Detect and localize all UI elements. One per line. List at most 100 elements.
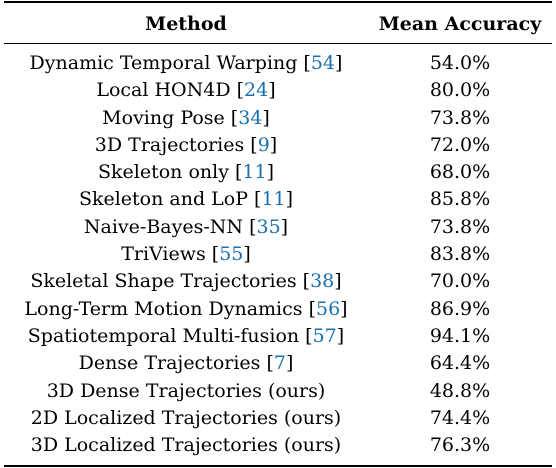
method-name: 3D Trajectories: [94, 133, 245, 156]
method-cell: Skeletal Shape Trajectories [38]: [4, 268, 368, 295]
table-row: TriViews [55] 83.8%: [0, 241, 556, 268]
citation-open-bracket: [: [296, 270, 311, 293]
citation-link[interactable]: 55: [219, 243, 244, 266]
citation-close-bracket: ]: [262, 106, 270, 129]
accuracy-cell: 73.8%: [429, 215, 491, 238]
accuracy-cell: 64.4%: [429, 352, 491, 375]
citation-close-bracket: ]: [266, 161, 274, 184]
citation-link[interactable]: 38: [310, 270, 335, 293]
method-name: 3D Localized Trajectories (ours): [30, 434, 342, 457]
accuracy-cell: 72.0%: [429, 133, 491, 156]
method-column-header: Method: [145, 13, 227, 35]
citation-link[interactable]: 24: [244, 79, 269, 102]
table-row: Naive-Bayes-NN [35] 73.8%: [0, 214, 556, 241]
citation-link[interactable]: 11: [261, 188, 286, 211]
citation-close-bracket: ]: [340, 297, 348, 320]
citation-link[interactable]: 11: [242, 161, 267, 184]
method-cell: Skeleton only [11]: [4, 159, 368, 186]
accuracy-cell: 76.3%: [429, 434, 491, 457]
accuracy-cell: 86.9%: [429, 297, 491, 320]
table-row: Long-Term Motion Dynamics [56] 86.9%: [0, 296, 556, 323]
accuracy-cell: 74.4%: [429, 406, 491, 429]
accuracy-cell: 83.8%: [429, 243, 491, 266]
citation-open-bracket: [: [299, 324, 313, 347]
accuracy-column-header: Mean Accuracy: [378, 13, 542, 35]
method-name: Dynamic Temporal Warping: [29, 52, 298, 74]
table-row: Skeleton only [11] 68.0%: [0, 159, 556, 186]
method-cell: Naive-Bayes-NN [35]: [4, 214, 368, 241]
citation-open-bracket: [: [228, 161, 243, 184]
citation-link[interactable]: 56: [315, 297, 341, 320]
citation-close-bracket: ]: [243, 243, 251, 266]
citation-open-bracket: [: [260, 352, 274, 375]
citation-close-bracket: ]: [334, 270, 342, 293]
citation-link[interactable]: 9: [257, 133, 270, 156]
citation-close-bracket: ]: [269, 133, 278, 156]
citation-close-bracket: ]: [285, 188, 294, 211]
table-row: Spatiotemporal Multi-fusion [57] 94.1%: [0, 323, 556, 350]
method-cell: Dynamic Temporal Warping [54]: [4, 50, 368, 77]
table-row: 3D Trajectories [9] 72.0%: [0, 132, 556, 159]
method-name: Skeletal Shape Trajectories: [30, 270, 297, 293]
method-cell: Dense Trajectories [7]: [4, 350, 368, 377]
header-rule: [4, 43, 552, 44]
accuracy-cell: 80.0%: [429, 79, 491, 102]
table-row: Skeletal Shape Trajectories [38] 70.0%: [0, 268, 556, 295]
citation-open-bracket: [: [244, 133, 258, 156]
accuracy-cell: 70.0%: [429, 270, 491, 293]
method-name: Skeleton and LoP: [78, 188, 248, 211]
citation-open-bracket: [: [224, 106, 239, 129]
table-row: Skeleton and LoP [11] 85.8%: [0, 186, 556, 213]
citation-link[interactable]: 54: [310, 52, 336, 74]
table-body: Dynamic Temporal Warping [54] 54.0% Local …: [0, 50, 556, 459]
method-cell: 2D Localized Trajectories (ours): [4, 405, 368, 432]
citation-open-bracket: [: [243, 215, 257, 238]
method-name: Spatiotemporal Multi-fusion: [27, 324, 300, 347]
method-cell: Long-Term Motion Dynamics [56]: [4, 296, 368, 323]
method-name: Naive-Bayes-NN: [83, 215, 244, 238]
table-row: Moving Pose [34] 73.8%: [0, 105, 556, 132]
citation-close-bracket: ]: [335, 52, 343, 74]
method-cell: 3D Trajectories [9]: [4, 132, 368, 159]
citation-close-bracket: ]: [280, 215, 289, 238]
method-cell: TriViews [55]: [4, 241, 368, 268]
table-row: Local HON4D [24] 80.0%: [0, 77, 556, 104]
citation-open-bracket: [: [205, 243, 220, 266]
citation-link[interactable]: 34: [238, 106, 263, 129]
accuracy-cell: 54.0%: [429, 52, 491, 74]
method-name: Local HON4D: [96, 79, 231, 102]
method-name: 2D Localized Trajectories (ours): [30, 406, 342, 429]
citation-link[interactable]: 35: [256, 215, 281, 238]
citation-close-bracket: ]: [285, 352, 294, 375]
method-cell: 3D Localized Trajectories (ours): [4, 432, 368, 459]
accuracy-cell: 85.8%: [429, 188, 491, 211]
citation-open-bracket: [: [297, 52, 311, 74]
citation-open-bracket: [: [230, 79, 245, 102]
method-name: Dense Trajectories: [78, 352, 261, 375]
top-rule: [4, 1, 552, 3]
table-row: Dense Trajectories [7] 64.4%: [0, 350, 556, 377]
citation-link[interactable]: 57: [312, 324, 337, 347]
method-cell: Skeleton and LoP [11]: [4, 186, 368, 213]
method-cell: 3D Dense Trajectories (ours): [4, 378, 368, 405]
method-name: Long-Term Motion Dynamics: [24, 297, 303, 320]
accuracy-cell: 73.8%: [429, 106, 491, 129]
table-header: Method Mean Accuracy: [0, 7, 556, 41]
table-row: 2D Localized Trajectories (ours) 74.4%: [0, 405, 556, 432]
method-name: TriViews: [121, 243, 206, 266]
bottom-rule: [4, 465, 552, 467]
method-name: 3D Dense Trajectories (ours): [46, 379, 326, 402]
citation-open-bracket: [: [248, 188, 262, 211]
method-name: Moving Pose: [102, 106, 225, 129]
citation-link[interactable]: 7: [273, 352, 286, 375]
accuracy-cell: 94.1%: [429, 324, 491, 347]
table-row: 3D Localized Trajectories (ours) 76.3%: [0, 432, 556, 459]
table-row: Dynamic Temporal Warping [54] 54.0%: [0, 50, 556, 77]
method-cell: Local HON4D [24]: [4, 77, 368, 104]
method-cell: Moving Pose [34]: [4, 105, 368, 132]
accuracy-cell: 68.0%: [429, 161, 491, 184]
citation-close-bracket: ]: [336, 324, 345, 347]
method-name: Skeleton only: [98, 161, 229, 184]
method-cell: Spatiotemporal Multi-fusion [57]: [4, 323, 368, 350]
